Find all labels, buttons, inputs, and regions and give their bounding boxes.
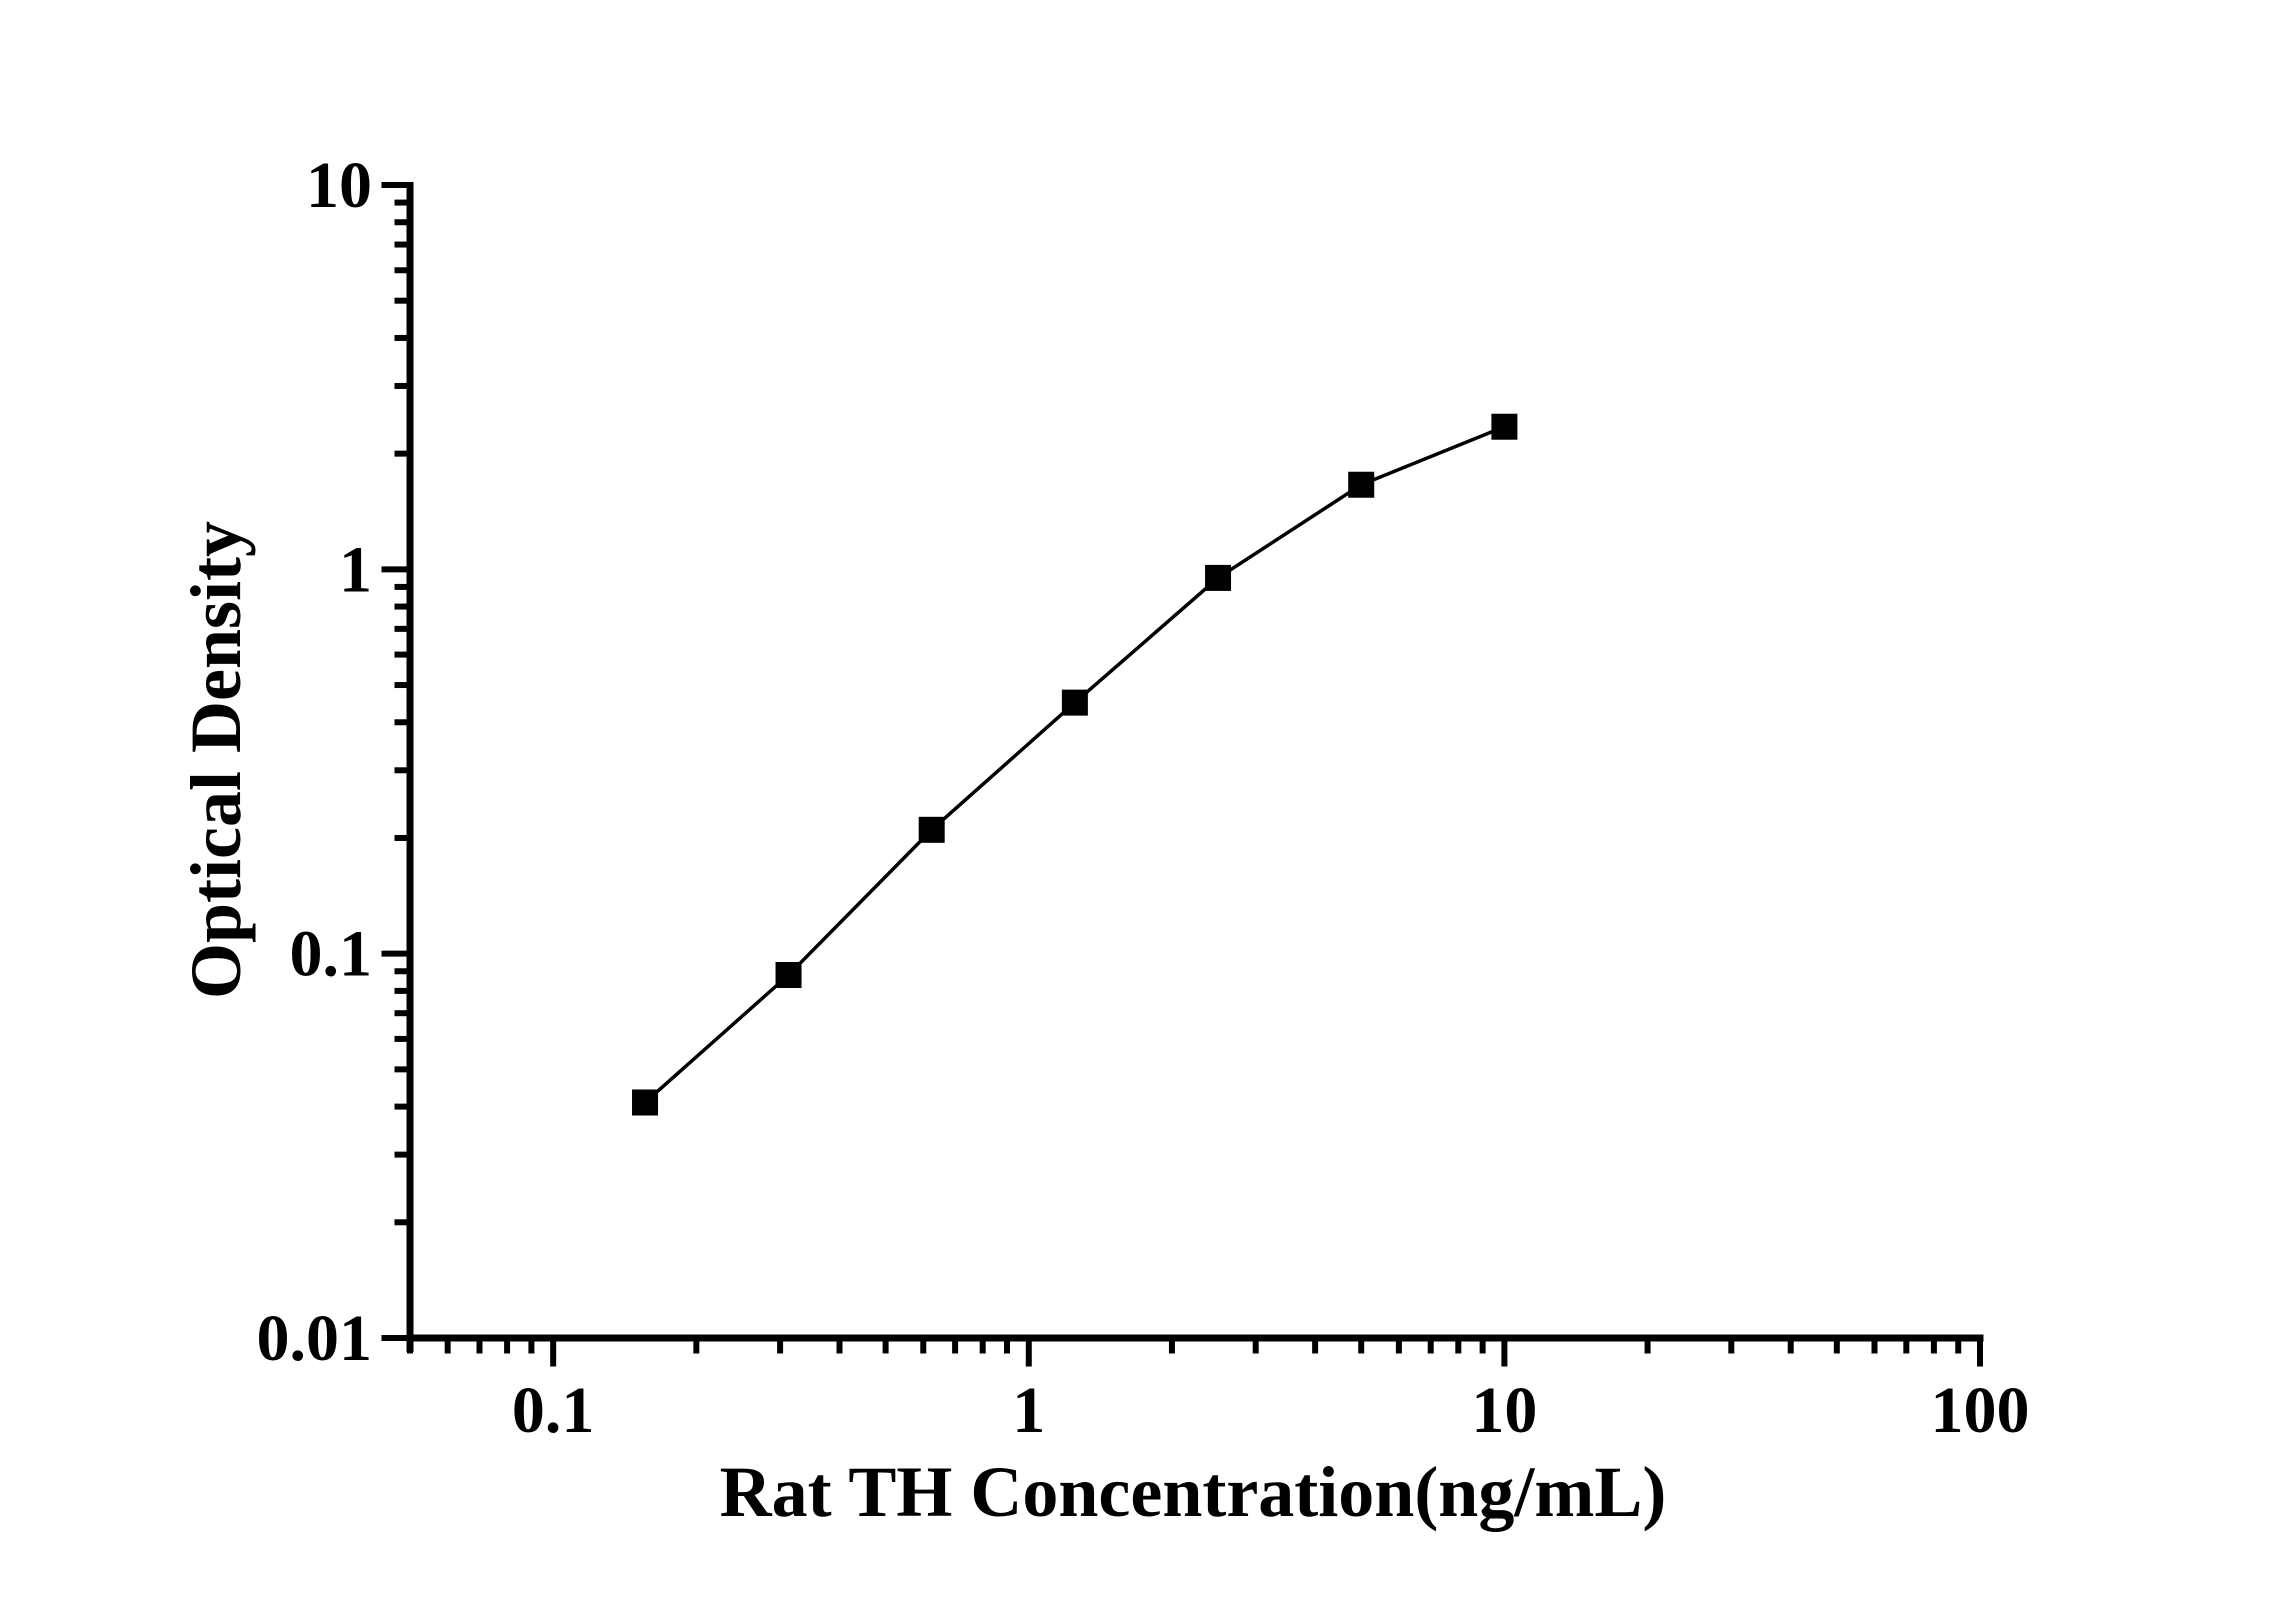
y-axis-title: Optical Density [176, 521, 256, 999]
data-point-marker [1061, 689, 1088, 716]
y-tick-label: 10 [306, 149, 372, 222]
x-tick-label: 100 [1931, 1374, 2030, 1447]
y-tick-label: 0.01 [257, 1302, 373, 1375]
axes-layer [406, 182, 1984, 1352]
y-tick-label: 1 [339, 533, 372, 606]
standard-curve-line [643, 425, 1506, 1104]
x-axis-title: Rat TH Concentration(ng/mL) [720, 1452, 1667, 1532]
x-tick-label: 1 [1012, 1374, 1045, 1447]
y-tick-label: 0.1 [290, 918, 373, 991]
data-point-marker [1348, 471, 1375, 498]
axis-ticks-layer [381, 182, 1983, 1367]
x-tick-label: 10 [1471, 1374, 1537, 1447]
tick-labels-layer: 0.1 1 10 100 0.01 0.1 1 10 [257, 149, 2030, 1447]
data-point-marker [632, 1089, 659, 1116]
data-point-marker [775, 962, 802, 989]
x-tick-label: 0.1 [512, 1374, 595, 1447]
data-point-marker [918, 816, 945, 843]
data-point-marker [1491, 413, 1518, 440]
data-series-layer [632, 413, 1518, 1116]
data-point-marker [1205, 564, 1232, 591]
